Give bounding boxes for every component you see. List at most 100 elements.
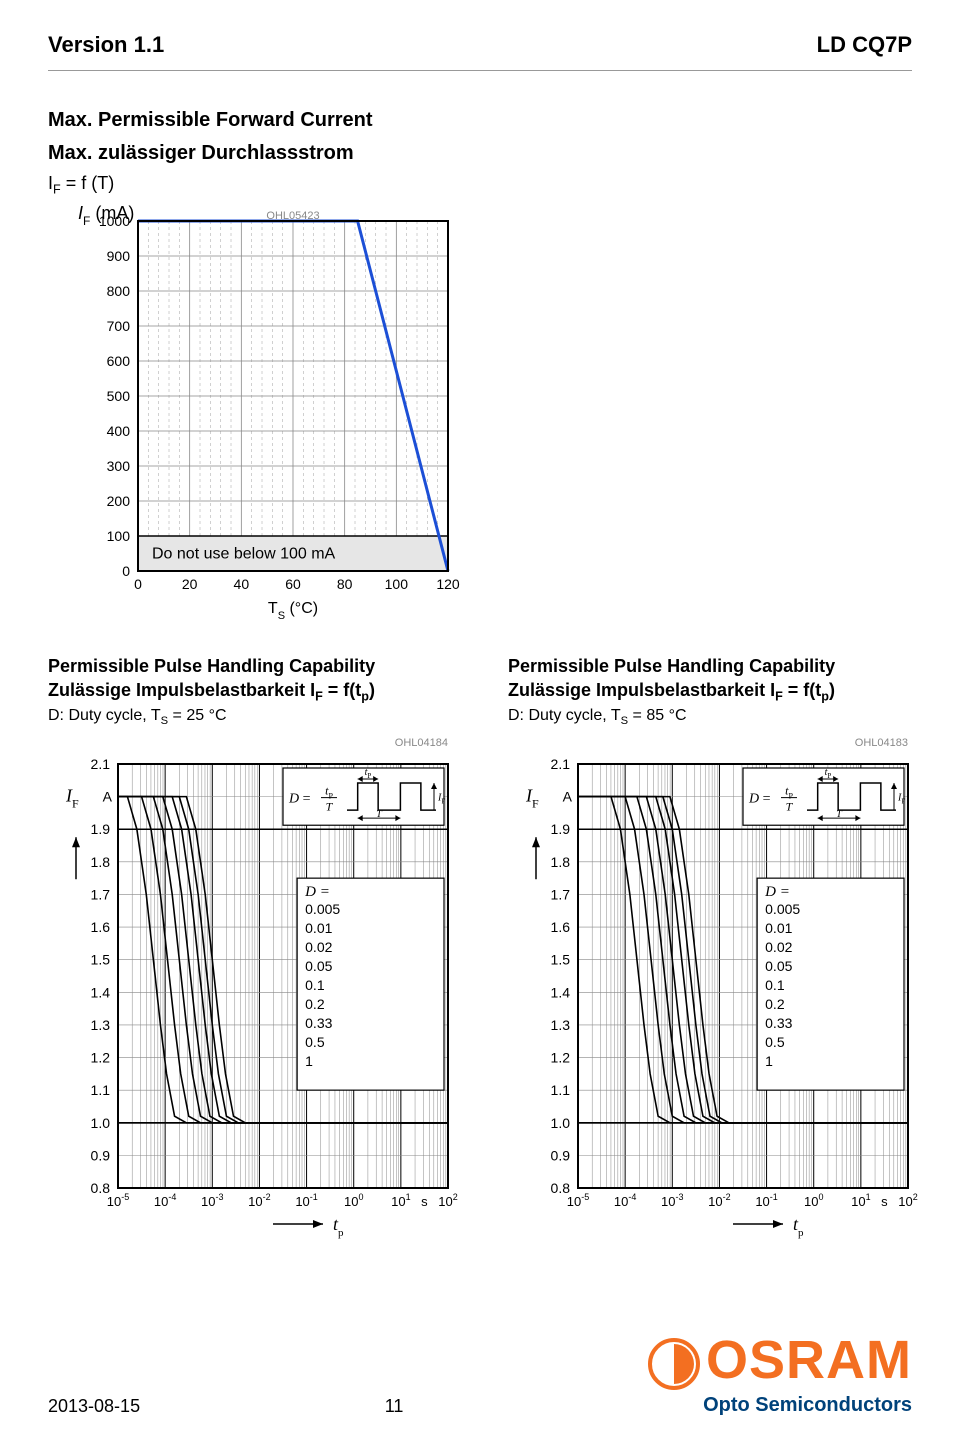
chart1-svg: IF (mA)OHL054230204060801001200100200300… — [48, 201, 468, 621]
svg-text:10-3: 10-3 — [661, 1192, 683, 1209]
svg-text:1.3: 1.3 — [91, 1017, 111, 1033]
svg-text:800: 800 — [107, 283, 131, 299]
svg-text:2.1: 2.1 — [91, 756, 111, 772]
svg-text:102: 102 — [438, 1192, 457, 1209]
svg-text:700: 700 — [107, 318, 131, 334]
svg-text:0.5: 0.5 — [305, 1034, 325, 1050]
svg-text:101: 101 — [851, 1192, 870, 1209]
svg-text:0.005: 0.005 — [765, 901, 800, 917]
svg-text:0.02: 0.02 — [305, 939, 332, 955]
svg-text:1.5: 1.5 — [91, 951, 111, 967]
svg-text:1.9: 1.9 — [91, 821, 111, 837]
chart2-title-en: Permissible Pulse Handling Capability — [48, 654, 468, 678]
svg-text:1: 1 — [765, 1053, 773, 1069]
svg-text:100: 100 — [344, 1192, 363, 1209]
svg-text:10-1: 10-1 — [295, 1192, 317, 1209]
svg-text:500: 500 — [107, 388, 131, 404]
svg-text:0.05: 0.05 — [765, 958, 792, 974]
svg-text:2.1: 2.1 — [551, 756, 571, 772]
svg-text:A: A — [103, 788, 113, 804]
svg-text:0: 0 — [122, 563, 130, 579]
svg-text:1.5: 1.5 — [551, 951, 571, 967]
svg-text:1.6: 1.6 — [91, 919, 111, 935]
chart1-title-en: Max. Permissible Forward Current — [48, 107, 912, 134]
svg-text:1.2: 1.2 — [91, 1049, 111, 1065]
svg-text:1: 1 — [305, 1053, 313, 1069]
svg-text:0.33: 0.33 — [765, 1015, 792, 1031]
svg-text:1.1: 1.1 — [91, 1082, 111, 1098]
svg-text:A: A — [563, 788, 573, 804]
part-label: LD CQ7P — [817, 32, 912, 58]
svg-text:1.2: 1.2 — [551, 1049, 571, 1065]
svg-text:1.7: 1.7 — [551, 886, 571, 902]
svg-text:tp: tp — [333, 1214, 344, 1239]
svg-text:0.2: 0.2 — [305, 996, 325, 1012]
svg-text:200: 200 — [107, 493, 131, 509]
svg-text:1.9: 1.9 — [551, 821, 571, 837]
svg-text:101: 101 — [391, 1192, 410, 1209]
svg-text:D =: D = — [764, 884, 790, 900]
chart1: IF (mA)OHL054230204060801001200100200300… — [48, 201, 912, 626]
page-header: Version 1.1 LD CQ7P — [48, 32, 912, 71]
svg-text:0.1: 0.1 — [765, 977, 785, 993]
svg-text:TS (°C): TS (°C) — [268, 600, 318, 621]
svg-text:10-2: 10-2 — [248, 1192, 270, 1209]
svg-text:D =: D = — [304, 884, 330, 900]
svg-text:1.0: 1.0 — [91, 1114, 111, 1130]
svg-text:0.1: 0.1 — [305, 977, 325, 993]
svg-text:1.4: 1.4 — [551, 984, 571, 1000]
osram-logo: OSRAM Opto Semiconductors — [648, 1333, 912, 1417]
svg-text:10-3: 10-3 — [201, 1192, 223, 1209]
svg-text:600: 600 — [107, 353, 131, 369]
chart1-title-de: Max. zulässiger Durchlassstrom — [48, 140, 912, 167]
svg-text:900: 900 — [107, 248, 131, 264]
chart1-titles: Max. Permissible Forward Current Max. zu… — [48, 107, 912, 197]
svg-text:OHL04184: OHL04184 — [395, 737, 448, 749]
svg-text:1.8: 1.8 — [551, 854, 571, 870]
svg-text:0.33: 0.33 — [305, 1015, 332, 1031]
chart3-block: Permissible Pulse Handling Capability Zu… — [508, 654, 928, 1253]
svg-text:10-5: 10-5 — [567, 1192, 589, 1209]
svg-text:100: 100 — [385, 576, 409, 592]
svg-text:0.005: 0.005 — [305, 901, 340, 917]
svg-text:0.9: 0.9 — [551, 1147, 571, 1163]
svg-text:1.6: 1.6 — [551, 919, 571, 935]
page-footer: 2013-08-15 11 OSRAM Opto Semiconductors — [48, 1333, 912, 1417]
svg-text:OHL04183: OHL04183 — [855, 737, 908, 749]
svg-text:10-5: 10-5 — [107, 1192, 129, 1209]
svg-text:20: 20 — [182, 576, 198, 592]
svg-text:1.4: 1.4 — [91, 984, 111, 1000]
svg-text:120: 120 — [436, 576, 460, 592]
bulb-icon — [648, 1338, 700, 1390]
svg-text:100: 100 — [107, 528, 131, 544]
svg-text:102: 102 — [898, 1192, 917, 1209]
chart1-eq: IF = f (T) — [48, 173, 912, 197]
svg-text:10-1: 10-1 — [755, 1192, 777, 1209]
footer-date: 2013-08-15 — [48, 1396, 140, 1417]
svg-text:0.05: 0.05 — [305, 958, 332, 974]
svg-text:0: 0 — [134, 576, 142, 592]
chart2-title-de: Zulässige Impulsbelastbarkeit IF = f(tp) — [48, 678, 468, 706]
chart3-title-de: Zulässige Impulsbelastbarkeit IF = f(tp) — [508, 678, 928, 706]
svg-text:300: 300 — [107, 458, 131, 474]
svg-text:1.7: 1.7 — [91, 886, 111, 902]
svg-text:tp: tp — [793, 1214, 804, 1239]
svg-text:Do not use below 100 mA: Do not use below 100 mA — [152, 545, 336, 562]
svg-text:1.3: 1.3 — [551, 1017, 571, 1033]
svg-text:1.8: 1.8 — [91, 854, 111, 870]
svg-text:D =: D = — [748, 791, 771, 806]
chart2-block: Permissible Pulse Handling Capability Zu… — [48, 654, 468, 1253]
svg-text:s: s — [881, 1194, 888, 1209]
svg-text:60: 60 — [285, 576, 301, 592]
osram-sub: Opto Semiconductors — [648, 1394, 912, 1417]
svg-text:10-4: 10-4 — [154, 1192, 176, 1209]
svg-text:1.1: 1.1 — [551, 1082, 571, 1098]
svg-text:10-2: 10-2 — [708, 1192, 730, 1209]
chart3-title-en: Permissible Pulse Handling Capability — [508, 654, 928, 678]
svg-text:1.0: 1.0 — [551, 1114, 571, 1130]
svg-text:s: s — [421, 1194, 428, 1209]
svg-text:IF: IF — [65, 785, 79, 810]
chart2-svg: OHL041840.80.91.01.11.21.31.41.51.61.71.… — [48, 728, 468, 1248]
svg-text:10-4: 10-4 — [614, 1192, 636, 1209]
svg-text:40: 40 — [234, 576, 250, 592]
